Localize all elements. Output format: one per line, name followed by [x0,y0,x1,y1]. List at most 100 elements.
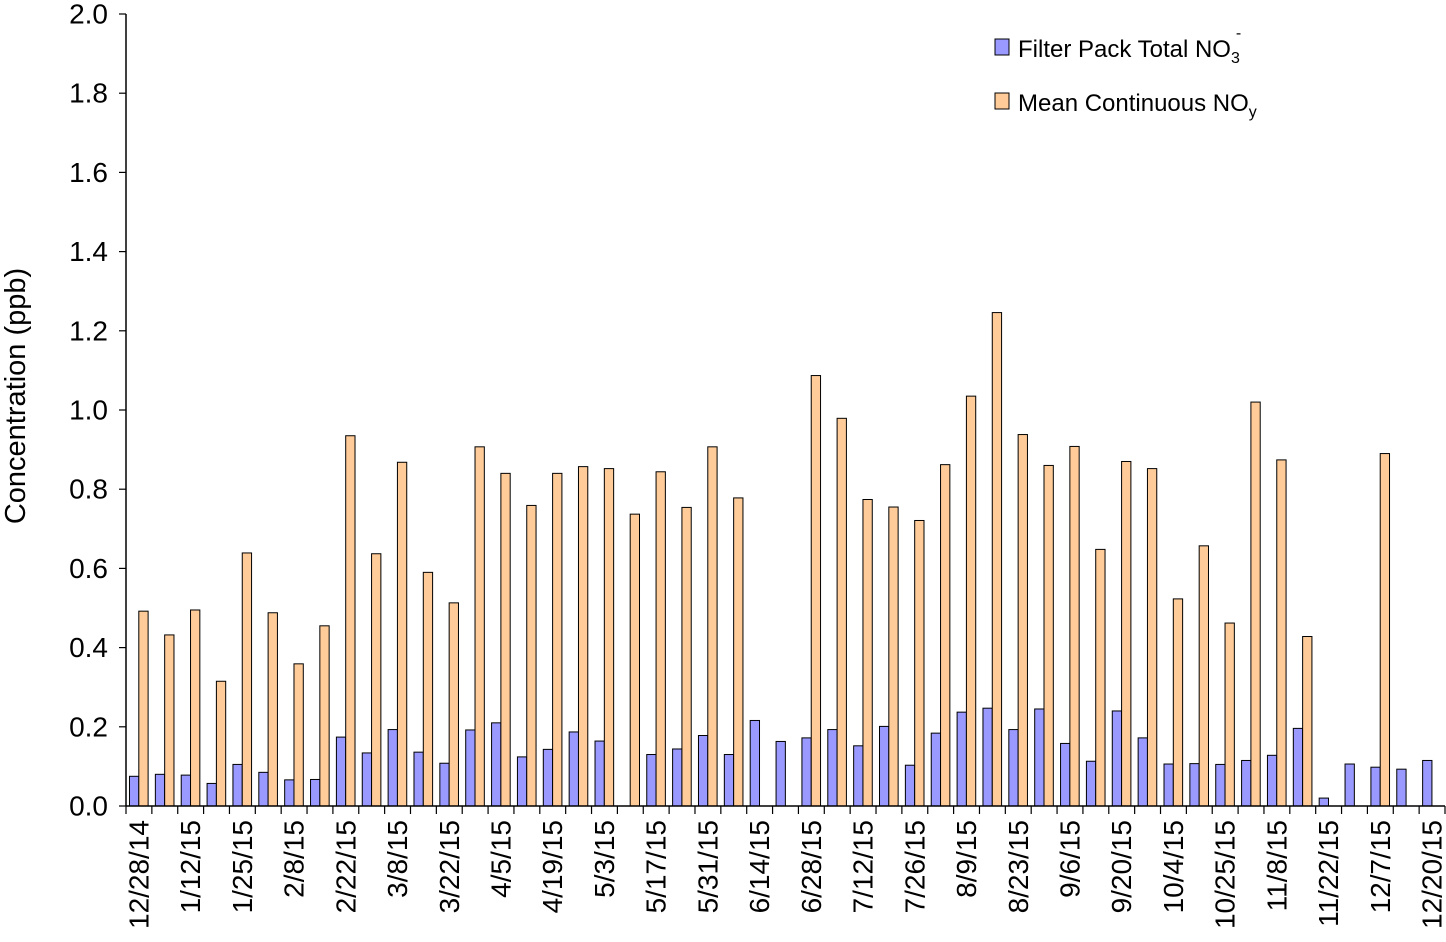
bar-mean-continuous-noy [241,552,253,807]
bar-filter-pack-total-no3 [1241,759,1252,807]
bar-filter-pack-total-no3 [1008,729,1019,807]
bar-mean-continuous-noy [1302,636,1313,807]
bar-mean-continuous-noy [655,471,666,807]
bar-mean-continuous-noy [1017,434,1028,807]
legend-label-continuous-noy: Mean Continuous NOy [1018,90,1257,121]
x-tick-label: 1/12/15 [175,820,206,913]
y-tick-label: 0.6 [69,553,108,584]
bar-mean-continuous-noy [991,312,1003,807]
bar-mean-continuous-noy [1121,460,1132,807]
bar-mean-continuous-noy [1172,598,1184,807]
bar-mean-continuous-noy [862,498,873,807]
bar-filter-pack-total-no3 [439,762,450,807]
bar-mean-continuous-noy [940,464,951,807]
bar-mean-continuous-noy [345,435,356,807]
legend-label-filter-pack-sup: - [1236,25,1241,42]
x-tick-label: 3/22/15 [434,820,465,913]
x-tick-label: 2/22/15 [330,820,361,913]
bar-filter-pack-total-no3 [594,740,605,807]
y-tick-label: 0.0 [69,791,108,822]
bar-filter-pack-total-no3 [206,782,217,807]
bar-filter-pack-total-no3 [904,764,916,807]
legend-label-filter-pack-main: Filter Pack Total NO [1018,36,1231,63]
bar-mean-continuous-noy [526,504,537,807]
y-tick-label: 1.4 [69,236,108,267]
x-tick-label: 11/8/15 [1261,820,1292,911]
bar-mean-continuous-noy [422,571,434,807]
y-tick-label: 1.8 [69,78,108,109]
bar-mean-continuous-noy [319,625,330,807]
x-tick-label: 1/25/15 [227,820,258,913]
x-tick-label: 5/3/15 [589,820,620,898]
legend-entry-filter-pack: Filter Pack Total NO3 - [994,25,1241,67]
bar-filter-pack-total-no3 [697,735,709,807]
bar-mean-continuous-noy [448,602,459,807]
bar-mean-continuous-noy [836,417,847,807]
bars [128,312,1433,807]
bar-filter-pack-total-no3 [775,740,786,807]
bar-filter-pack-total-no3 [1344,763,1355,807]
bar-mean-continuous-noy [138,610,149,807]
x-tick-label: 8/9/15 [951,820,982,898]
x-tick-label: 5/17/15 [641,820,672,913]
legend-label-filter-pack: Filter Pack Total NO3 - [1018,25,1241,67]
x-tick-label: 9/20/15 [1106,820,1137,913]
y-tick-label: 1.0 [69,395,108,426]
x-tick-label: 5/31/15 [692,820,723,913]
bar-mean-continuous-noy [577,466,589,807]
x-tick-label: 12/20/15 [1417,820,1446,929]
bar-mean-continuous-noy [215,680,227,807]
x-tick-label: 7/12/15 [848,820,879,913]
y-tick-label: 0.8 [69,474,108,505]
bar-mean-continuous-noy [888,506,899,807]
bar-filter-pack-total-no3 [879,725,890,807]
bar-filter-pack-total-no3 [180,774,192,807]
bar-mean-continuous-noy [1379,453,1391,807]
x-tick-label: 12/7/15 [1365,820,1396,913]
bar-filter-pack-total-no3 [1318,797,1329,807]
bar-filter-pack-total-no3 [1060,742,1071,807]
bar-filter-pack-total-no3 [646,754,657,807]
bar-mean-continuous-noy [603,468,615,807]
bar-filter-pack-total-no3 [723,754,735,807]
x-tick-label: 3/8/15 [382,820,413,898]
bar-filter-pack-total-no3 [930,732,942,807]
bar-filter-pack-total-no3 [1085,760,1097,807]
legend-label-continuous-noy-sub: y [1249,104,1257,121]
bar-filter-pack-total-no3 [516,756,528,807]
bar-mean-continuous-noy [267,612,278,807]
y-tick-label: 1.2 [69,315,108,346]
x-tick-label: 4/19/15 [537,820,568,913]
bar-filter-pack-total-no3 [465,729,476,807]
x-tick-label: 9/6/15 [1054,820,1085,898]
bar-mean-continuous-noy [552,472,563,807]
bar-mean-continuous-noy [1276,459,1287,807]
bar-mean-continuous-noy [190,609,201,807]
legend-swatch-continuous-noy [994,92,1010,110]
bar-mean-continuous-noy [293,663,304,807]
bar-mean-continuous-noy [810,375,822,807]
bar-mean-continuous-noy [1250,401,1261,807]
bar-filter-pack-total-no3 [982,707,993,807]
bar-filter-pack-total-no3 [232,763,243,807]
bar-filter-pack-total-no3 [1370,766,1381,807]
bar-mean-continuous-noy [1043,464,1054,807]
bar-mean-continuous-noy [965,395,977,807]
x-tick-label: 6/28/15 [796,820,827,913]
legend-entry-continuous-noy: Mean Continuous NOy [994,90,1257,121]
bar-filter-pack-total-no3 [258,771,269,807]
x-tick-label: 11/22/15 [1313,820,1344,927]
bar-filter-pack-total-no3 [1215,763,1226,807]
x-tick-label: 8/23/15 [1003,820,1034,913]
legend: Filter Pack Total NO3 - Mean Continuous N… [994,25,1257,121]
bar-mean-continuous-noy [164,634,175,807]
bar-filter-pack-total-no3 [1034,708,1045,807]
legend-label-continuous-noy-main: Mean Continuous NO [1018,90,1249,117]
y-tick-label: 1.6 [69,157,108,188]
bar-mean-continuous-noy [629,513,641,807]
bar-mean-continuous-noy [681,506,692,807]
bar-filter-pack-total-no3 [1422,759,1433,807]
y-tick-label: 0.4 [69,632,108,663]
bar-filter-pack-total-no3 [568,731,579,807]
legend-label-filter-pack-sub: 3 [1231,50,1240,67]
